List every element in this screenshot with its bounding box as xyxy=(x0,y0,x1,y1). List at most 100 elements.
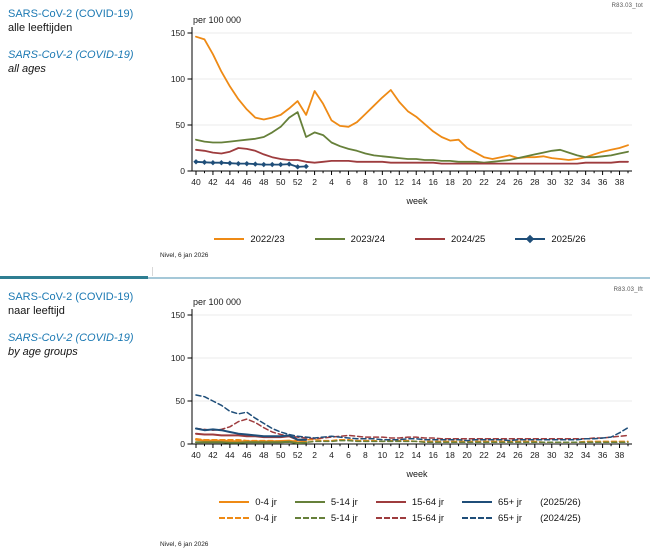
x-tick-label: 42 xyxy=(208,177,218,187)
x-tick-label: 30 xyxy=(547,450,557,460)
x-tick-label: 34 xyxy=(581,450,591,460)
panel2-subtitle-nl: naar leeftijd xyxy=(8,304,65,317)
legend-swatch xyxy=(462,514,493,523)
x-tick-label: 46 xyxy=(242,450,252,460)
x-tick-label: 22 xyxy=(479,177,489,187)
dashed-line-swatch xyxy=(294,517,325,519)
legend-season-label: (2025/26) xyxy=(540,497,581,508)
x-tick-label: 6 xyxy=(346,177,351,187)
solid-line-swatch xyxy=(214,238,245,240)
y-tick-label: 0 xyxy=(180,166,185,176)
panel1-subtitle-nl: alle leeftijden xyxy=(8,21,73,34)
x-tick-label: 30 xyxy=(547,177,557,187)
x-tick-label: 16 xyxy=(428,450,438,460)
series-line-15-64-jr-2024-25 xyxy=(195,418,629,440)
legend-swatch xyxy=(375,514,406,523)
solid-line-swatch xyxy=(219,501,250,503)
x-tick-label: 18 xyxy=(445,177,455,187)
legend-item: 15-64 jr xyxy=(375,497,444,508)
x-tick-label: 20 xyxy=(462,177,472,187)
marker-diamond xyxy=(193,159,199,165)
x-tick-label: 22 xyxy=(479,450,489,460)
panel2-title-nl: SARS-CoV-2 (COVID-19) xyxy=(8,291,134,303)
series-line-65+-jr-2024-25 xyxy=(195,394,629,442)
x-tick-label: 36 xyxy=(598,450,608,460)
x-axis-title: week xyxy=(405,196,428,206)
x-tick-label: 32 xyxy=(564,450,574,460)
x-tick-label: 4 xyxy=(329,450,334,460)
legend-label: 2023/24 xyxy=(350,234,385,245)
y-unit-label: per 100 000 xyxy=(193,15,241,25)
legend-swatch xyxy=(294,514,325,523)
x-tick-label: 40 xyxy=(191,450,201,460)
x-tick-label: 48 xyxy=(259,177,269,187)
y-unit-label: per 100 000 xyxy=(193,297,241,307)
solid-line-swatch xyxy=(294,501,325,503)
section-divider-right xyxy=(148,277,650,279)
y-tick-label: 100 xyxy=(171,74,185,84)
marker-diamond xyxy=(269,161,275,168)
x-tick-label: 32 xyxy=(564,177,574,187)
x-tick-label: 16 xyxy=(428,177,438,187)
legend-swatch xyxy=(219,514,250,523)
x-tick-label: 10 xyxy=(378,450,388,460)
legend-season-label: (2024/25) xyxy=(540,513,581,524)
x-tick-label: 50 xyxy=(276,177,286,187)
legend-item: 2025/26 xyxy=(515,234,586,245)
marker-diamond xyxy=(252,161,258,167)
dashed-line-swatch xyxy=(375,517,406,519)
legend-swatch xyxy=(219,498,250,507)
marker-diamond xyxy=(244,160,250,167)
panel1-sidebar: SARS-CoV-2 (COVID-19) alle leeftijden SA… xyxy=(8,8,163,77)
legend-swatch xyxy=(415,235,445,244)
legend-label: 5-14 jr xyxy=(330,497,358,508)
x-tick-label: 14 xyxy=(412,450,422,460)
legend-all-ages: 2022/23 2023/24 2024/25 2025/26 xyxy=(155,234,645,245)
x-tick-label: 12 xyxy=(395,450,405,460)
legend-label: 5-14 jr xyxy=(330,513,358,524)
legend-label: 65+ jr xyxy=(498,497,523,508)
legend-item: 0-4 jr xyxy=(219,513,277,524)
x-tick-label: 38 xyxy=(615,450,625,460)
legend-swatch xyxy=(462,498,493,507)
solid-line-swatch xyxy=(415,238,445,240)
series-line-5-14-jr-2025-26 xyxy=(195,440,308,445)
legend-item: 5-14 jr xyxy=(294,497,358,508)
solid-line-swatch xyxy=(462,501,493,503)
legend-swatch xyxy=(294,498,325,507)
x-axis-title: week xyxy=(405,469,428,479)
legend-label: 65+ jr xyxy=(498,513,523,524)
panel2-source: Nivel, 6 jan 2026 xyxy=(160,541,209,548)
panel1-title-en: SARS-CoV-2 (COVID-19) xyxy=(8,48,134,61)
y-tick-label: 150 xyxy=(171,28,185,38)
x-tick-label: 48 xyxy=(259,450,269,460)
legend-swatch xyxy=(214,235,245,244)
x-tick-label: 20 xyxy=(462,450,472,460)
legend-item: 2023/24 xyxy=(314,234,385,245)
solid-line-swatch xyxy=(314,238,345,240)
x-tick-label: 38 xyxy=(615,177,625,187)
legend-item: 2022/23 xyxy=(214,234,285,245)
x-tick-label: 44 xyxy=(225,450,235,460)
diamond-marker-icon xyxy=(526,234,535,244)
divider-notch xyxy=(152,267,153,276)
legend-swatch xyxy=(375,498,406,507)
x-tick-label: 40 xyxy=(191,177,201,187)
x-tick-label: 52 xyxy=(293,177,303,187)
x-tick-label: 24 xyxy=(496,450,506,460)
legend-swatch xyxy=(314,235,345,244)
panel2-code-label: R83.03_lft xyxy=(613,287,643,293)
x-tick-label: 8 xyxy=(363,177,368,187)
legend-label: 2025/26 xyxy=(551,234,586,245)
series-line-65+-jr-2025-26 xyxy=(195,427,308,441)
marker-diamond xyxy=(261,161,267,168)
series-line-2024-25 xyxy=(195,147,629,165)
legend-label: 2022/23 xyxy=(250,234,285,245)
x-tick-label: 18 xyxy=(445,450,455,460)
y-tick-label: 50 xyxy=(176,396,186,406)
legend-item: 15-64 jr xyxy=(375,513,444,524)
solid-line-swatch xyxy=(375,501,406,503)
marker-diamond xyxy=(294,164,301,170)
